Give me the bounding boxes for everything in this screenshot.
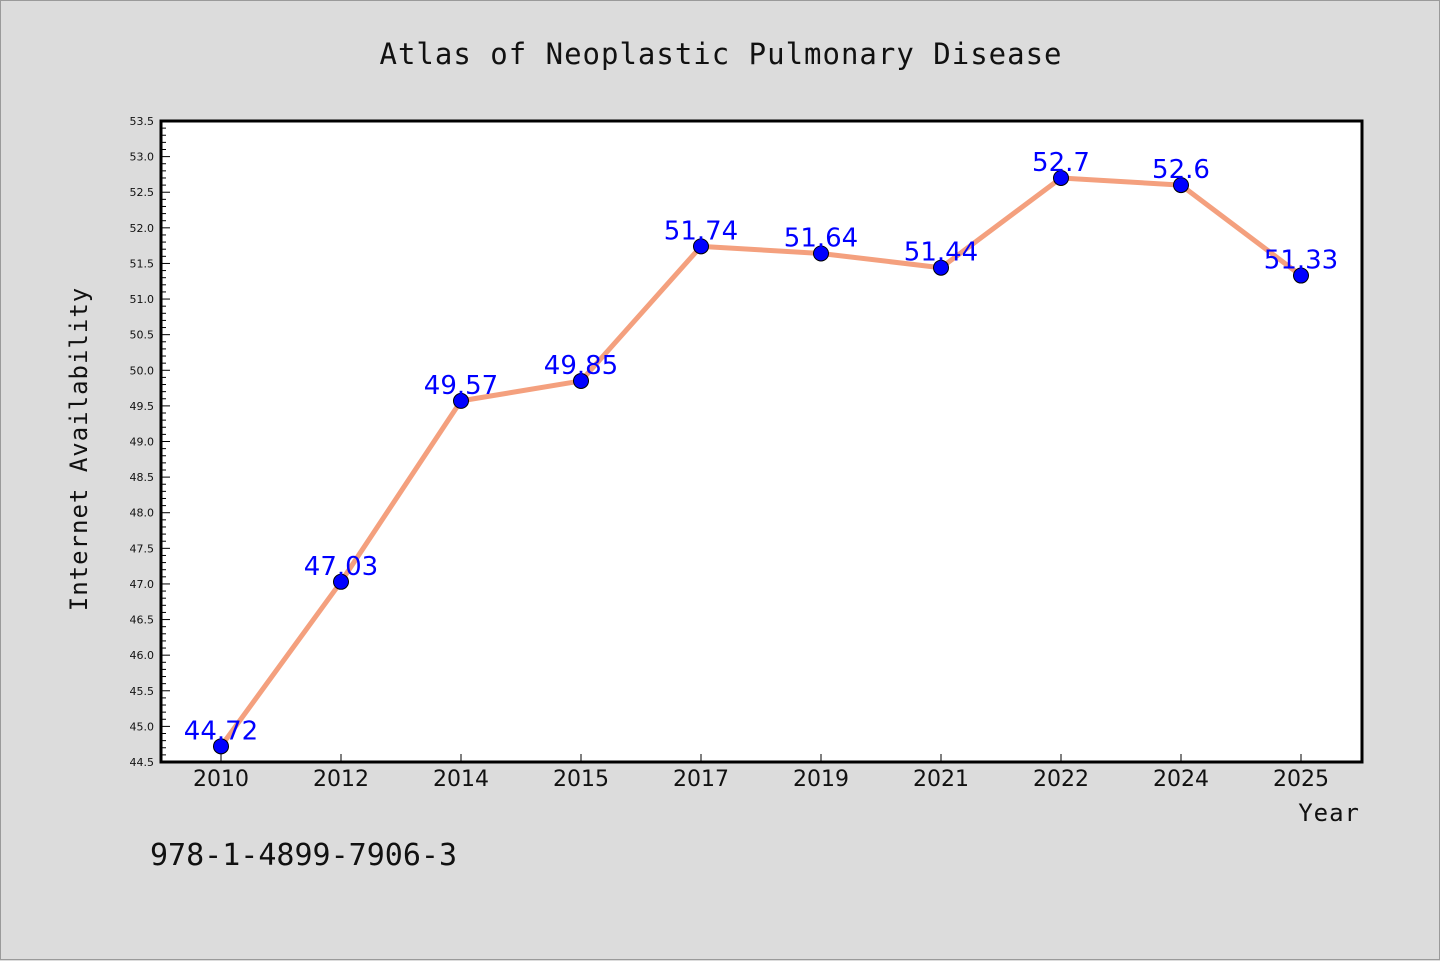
y-tick-label: 47.0 bbox=[130, 578, 155, 591]
y-tick-label: 44.5 bbox=[130, 756, 155, 769]
x-tick-label: 2025 bbox=[1273, 767, 1329, 792]
x-axis-ticks: 2010 2012 2014 2015 2017 2019 2021 2022 2024 2025 bbox=[193, 754, 1329, 792]
y-tick-label: 45.0 bbox=[130, 720, 155, 733]
y-tick-label: 48.0 bbox=[130, 507, 155, 520]
data-label: 51.64 bbox=[784, 223, 858, 253]
y-tick-label: 49.5 bbox=[130, 400, 155, 413]
y-tick-label: 50.5 bbox=[130, 329, 155, 342]
data-label: 51.74 bbox=[664, 216, 738, 246]
data-label: 52.7 bbox=[1032, 148, 1090, 178]
y-tick-label: 49.0 bbox=[130, 436, 155, 449]
series-line-group bbox=[218, 175, 1304, 749]
data-label: 51.44 bbox=[904, 238, 978, 268]
plot-area bbox=[161, 121, 1362, 762]
data-label: 47.03 bbox=[304, 552, 378, 582]
data-labels-group: 44.72 47.03 49.57 49.85 51.74 51.64 51.44 52.7 5… bbox=[184, 148, 1338, 746]
data-points-group bbox=[213, 169, 1309, 755]
y-axis-label: Internet Availability bbox=[65, 287, 93, 611]
data-label: 44.72 bbox=[184, 716, 258, 746]
data-label: 49.85 bbox=[544, 351, 618, 381]
data-point bbox=[333, 573, 349, 590]
data-label: 52.6 bbox=[1152, 155, 1210, 185]
data-label: 51.33 bbox=[1264, 246, 1338, 276]
y-tick-label: 52.5 bbox=[130, 186, 155, 199]
y-tick-label: 50.0 bbox=[130, 364, 155, 377]
data-point bbox=[693, 238, 709, 255]
data-label: 49.57 bbox=[424, 371, 498, 401]
y-tick-label: 51.5 bbox=[130, 257, 155, 270]
y-tick-label: 47.5 bbox=[130, 542, 155, 555]
data-point bbox=[933, 259, 949, 276]
x-tick-label: 2021 bbox=[913, 767, 969, 792]
y-tick-label: 46.0 bbox=[130, 649, 155, 662]
x-tick-label: 2014 bbox=[433, 767, 489, 792]
data-point bbox=[1293, 267, 1309, 284]
x-axis-label: Year bbox=[1298, 799, 1360, 827]
y-axis-ticks: 44.5 45.0 45.5 46.0 46.5 47.0 47.5 48.0 48.5 49.0… bbox=[130, 115, 170, 769]
x-tick-label: 2012 bbox=[313, 767, 369, 792]
y-tick-label: 52.0 bbox=[130, 222, 155, 235]
chart-title: Atlas of Neoplastic Pulmonary Disease bbox=[379, 37, 1062, 71]
plot-border bbox=[159, 119, 1364, 764]
data-point bbox=[453, 392, 469, 409]
data-point bbox=[573, 372, 589, 389]
series-line bbox=[218, 175, 1304, 749]
data-point bbox=[813, 245, 829, 262]
data-point bbox=[1173, 177, 1189, 194]
x-tick-label: 2010 bbox=[193, 767, 249, 792]
x-tick-label: 2024 bbox=[1153, 767, 1209, 792]
x-tick-label: 2019 bbox=[793, 767, 849, 792]
y-tick-label: 45.5 bbox=[130, 685, 155, 698]
data-point bbox=[1053, 169, 1069, 186]
y-tick-label: 53.0 bbox=[130, 151, 155, 164]
y-tick-label: 48.5 bbox=[130, 471, 155, 484]
y-tick-label: 46.5 bbox=[130, 614, 155, 627]
data-point bbox=[213, 738, 229, 755]
x-tick-label: 2022 bbox=[1033, 767, 1089, 792]
y-tick-label: 53.5 bbox=[130, 115, 155, 128]
x-tick-label: 2015 bbox=[553, 767, 609, 792]
isbn-text: 978-1-4899-7906-3 bbox=[150, 838, 457, 873]
x-tick-label: 2017 bbox=[673, 767, 729, 792]
y-tick-label: 51.0 bbox=[130, 293, 155, 306]
